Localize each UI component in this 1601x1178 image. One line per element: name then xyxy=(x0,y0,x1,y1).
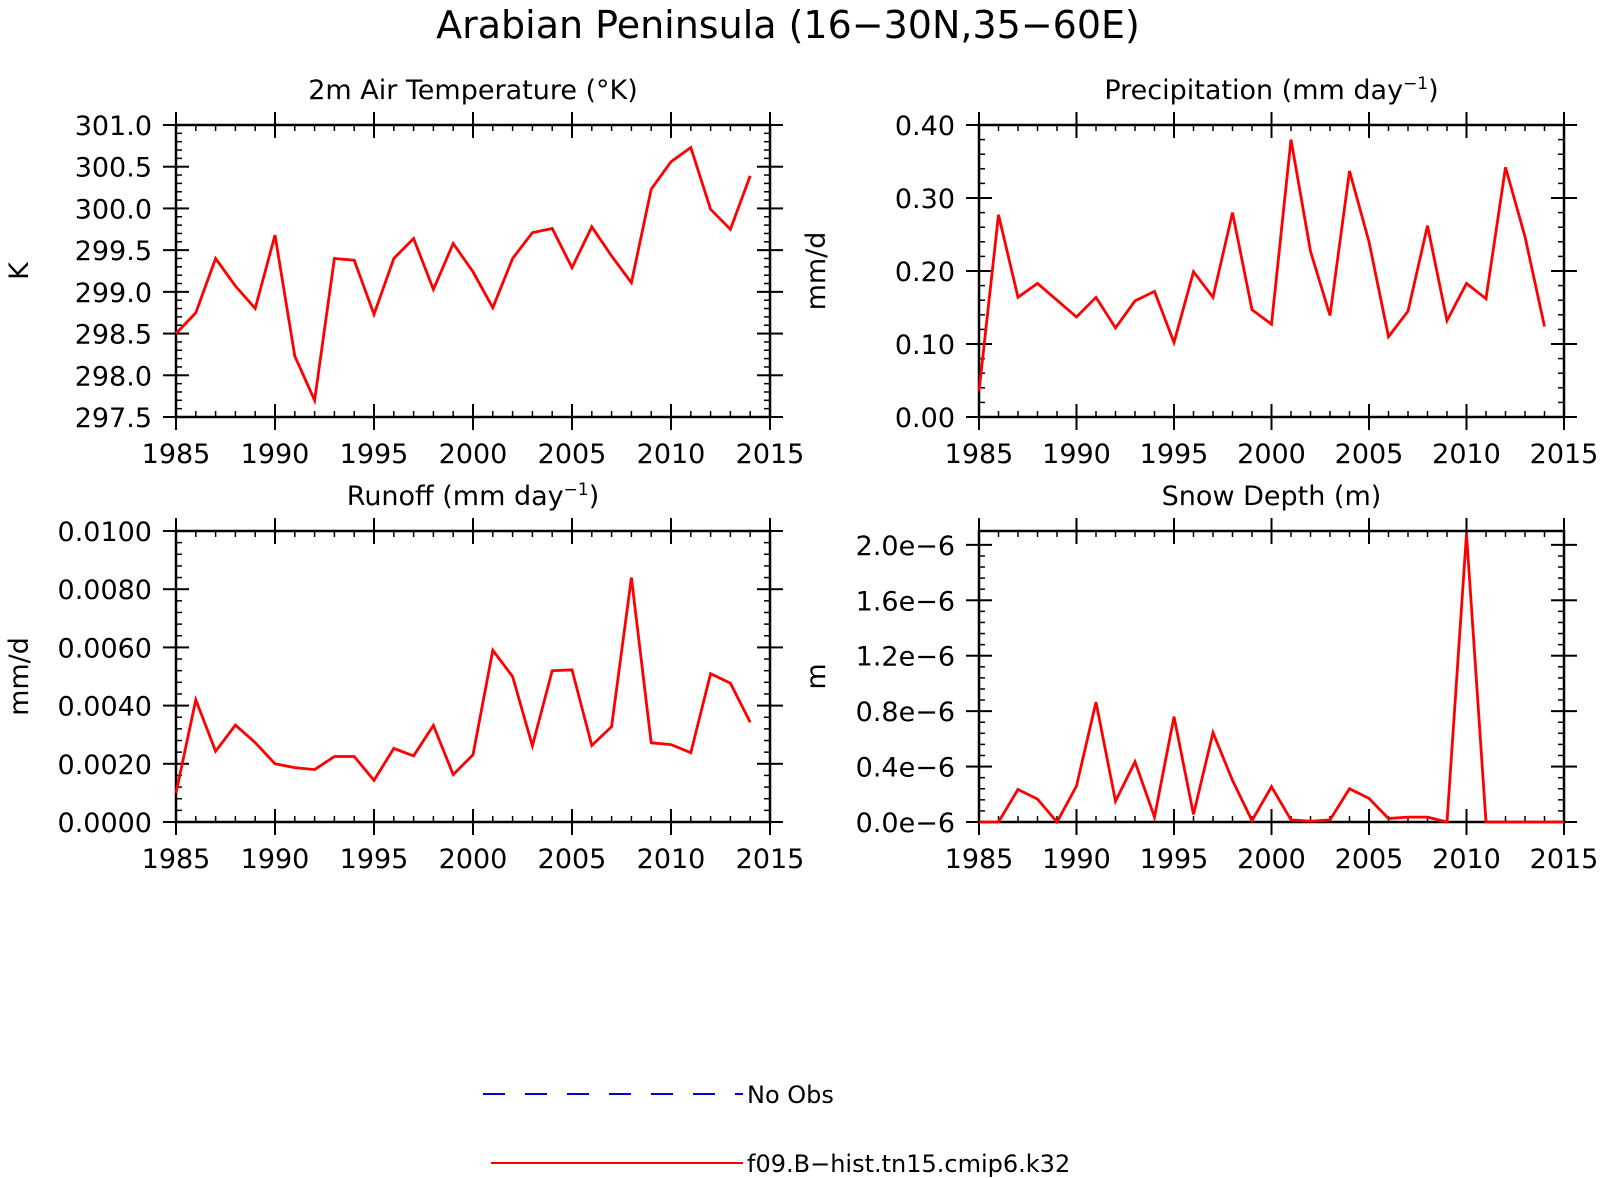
x-tick-label: 1990 xyxy=(241,844,310,875)
y-tick-label: 0.40 xyxy=(895,111,955,142)
y-axis-label-snow-depth: m xyxy=(801,663,832,689)
x-tick-label: 1985 xyxy=(142,844,211,875)
y-tick-label: 1.2e−6 xyxy=(856,642,955,673)
y-tick-label: 0.4e−6 xyxy=(856,753,955,784)
x-tick-label: 2010 xyxy=(637,439,706,470)
panel-title-snow-depth: Snow Depth (m) xyxy=(1162,481,1382,512)
y-tick-label: 300.5 xyxy=(75,153,152,184)
y-tick-label: 299.0 xyxy=(75,278,152,309)
x-tick-label: 1985 xyxy=(142,439,211,470)
y-tick-label: 301.0 xyxy=(75,111,152,142)
x-tick-label: 2015 xyxy=(1530,844,1599,875)
x-tick-label: 1990 xyxy=(1042,439,1111,470)
y-tick-label: 0.0040 xyxy=(58,692,152,723)
y-tick-label: 0.0060 xyxy=(58,633,152,664)
plot-frame xyxy=(174,529,772,824)
series-line-temperature xyxy=(174,145,752,406)
panel-title-superscript: −1 xyxy=(564,480,589,500)
series-line-precipitation xyxy=(977,139,1546,392)
legend-label-model: f09.B−hist.tn15.cmip6.k32 xyxy=(747,1150,1070,1178)
panel-title-temperature: 2m Air Temperature (°K) xyxy=(308,75,638,106)
panel-snow-depth: 1985 1990 1995 2000 2005 2010 2015 0.0e−6 0.4e−6… xyxy=(801,481,1598,875)
x-tick-label: 1995 xyxy=(1140,439,1209,470)
y-tick-label: 2.0e−6 xyxy=(856,531,955,562)
x-tick-label: 2005 xyxy=(538,439,607,470)
y-tick-label: 0.10 xyxy=(895,330,955,361)
series-line-runoff xyxy=(174,577,752,794)
panel-title-text: Snow Depth (m) xyxy=(1162,481,1382,512)
y-tick-label: 0.20 xyxy=(895,257,955,288)
y-tick-label: 298.0 xyxy=(75,361,152,392)
x-tick-label: 1990 xyxy=(1042,844,1111,875)
y-tick-label: 300.0 xyxy=(75,194,152,225)
panel-temperature: 1985 1990 1995 2000 2005 2010 2015 297.5 298.0 29… xyxy=(4,75,804,470)
legend: No Obs f09.B−hist.tn15.cmip6.k32 xyxy=(483,1081,1070,1178)
chart-panels: 1985 1990 1995 2000 2005 2010 2015 297.5 298.0 29… xyxy=(4,74,1598,875)
x-tick-label: 2015 xyxy=(736,844,805,875)
x-tick-label: 2005 xyxy=(538,844,607,875)
panel-title-runoff: Runoff (mm day−1) xyxy=(347,480,599,512)
y-tick-label: 0.8e−6 xyxy=(856,697,955,728)
y-axis-label-runoff: mm/d xyxy=(4,637,35,716)
x-tick-label: 2010 xyxy=(1432,844,1501,875)
panel-title-text: Precipitation (mm day xyxy=(1104,75,1403,106)
panel-title-superscript: −1 xyxy=(1403,74,1428,94)
main-title: Arabian Peninsula (16−30N,35−60E) xyxy=(436,3,1140,47)
y-tick-label: 298.5 xyxy=(75,320,152,351)
x-tick-label: 1990 xyxy=(241,439,310,470)
y-axis-label-temperature: K xyxy=(4,261,35,280)
panel-title-end: ) xyxy=(1428,75,1439,106)
y-tick-label: 0.0080 xyxy=(58,575,152,606)
panel-title-precipitation: Precipitation (mm day−1) xyxy=(1104,74,1438,106)
x-tick-label: 1985 xyxy=(945,439,1014,470)
panel-precipitation: 1985 1990 1995 2000 2005 2010 2015 0.00 0.10 0.20… xyxy=(801,74,1598,470)
y-tick-label: 297.5 xyxy=(75,403,152,434)
panel-runoff: 1985 1990 1995 2000 2005 2010 2015 0.0000 0.0020… xyxy=(4,480,804,875)
x-tick-label: 2000 xyxy=(439,439,508,470)
y-tick-label: 0.0020 xyxy=(58,750,152,781)
x-tick-label: 2000 xyxy=(1237,844,1306,875)
x-tick-label: 2015 xyxy=(736,439,805,470)
x-tick-label: 2010 xyxy=(1432,439,1501,470)
x-tick-label: 1995 xyxy=(1140,844,1209,875)
y-tick-label: 0.00 xyxy=(895,403,955,434)
panel-title-text: Runoff (mm day xyxy=(347,481,564,512)
y-tick-label: 299.5 xyxy=(75,236,152,267)
panel-title-end: ) xyxy=(589,481,600,512)
legend-label-no-obs: No Obs xyxy=(747,1081,834,1109)
y-tick-label: 1.6e−6 xyxy=(856,586,955,617)
x-tick-label: 2010 xyxy=(637,844,706,875)
x-tick-label: 2005 xyxy=(1335,844,1404,875)
x-tick-label: 1995 xyxy=(340,439,409,470)
y-tick-label: 0.0e−6 xyxy=(856,808,955,839)
x-tick-label: 2000 xyxy=(439,844,508,875)
x-tick-label: 1985 xyxy=(945,844,1014,875)
y-tick-label: 0.0000 xyxy=(58,808,152,839)
y-axis-label-precipitation: mm/d xyxy=(801,232,832,311)
x-tick-label: 1995 xyxy=(340,844,409,875)
plot-frame xyxy=(977,123,1566,419)
x-tick-label: 2000 xyxy=(1237,439,1306,470)
series-line-snow-depth xyxy=(979,533,1564,825)
y-tick-label: 0.30 xyxy=(895,184,955,215)
x-tick-label: 2005 xyxy=(1335,439,1404,470)
x-tick-label: 2015 xyxy=(1530,439,1599,470)
y-tick-label: 0.0100 xyxy=(58,517,152,548)
panel-title-text: 2m Air Temperature (°K) xyxy=(308,75,638,106)
